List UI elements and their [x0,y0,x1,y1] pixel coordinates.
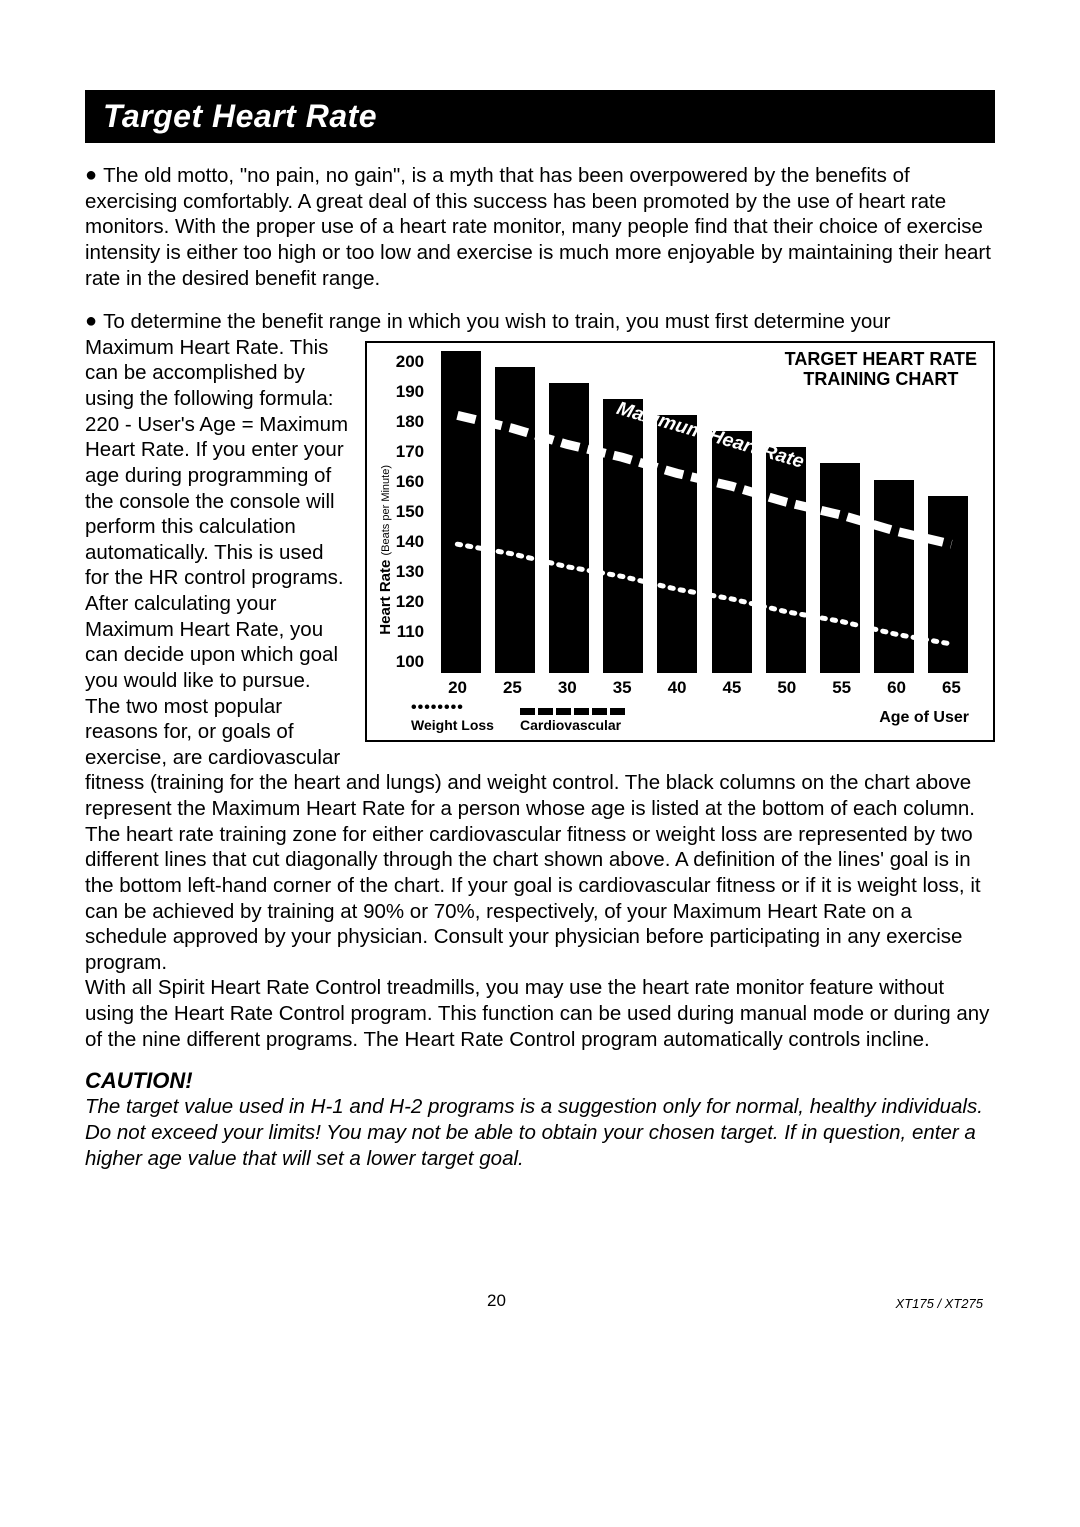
section-title: Target Heart Rate [103,98,977,135]
chart-bar [495,367,535,673]
legend-dashes-icon [520,708,625,715]
intro-paragraph-1: ●The old motto, "no pain, no gain", is a… [85,163,995,291]
chart-bar [441,351,481,673]
chart-plot-area: Maximum Heart Rate [430,351,979,673]
legend-cardio-label: Cardiovascular [520,717,625,735]
para1-text: The old motto, "no pain, no gain", is a … [85,164,991,290]
chart-bar [712,431,752,673]
caution-body: The target value used in H-1 and H-2 pro… [85,1094,995,1171]
legend-weight-label: Weight Loss [411,717,494,735]
model-number: XT175 / XT275 [896,1296,983,1311]
page-footer: 20 XT175 / XT275 [85,1291,995,1311]
page-number: 20 [487,1291,506,1311]
caution-heading: CAUTION! [85,1068,995,1094]
chart-bar [549,383,589,673]
chart-bar [874,480,914,673]
chart-legend: •••••••• Weight Loss Cardiovascular Age … [375,698,979,734]
legend-cardio: Cardiovascular [520,708,625,735]
age-of-user-label: Age of User [879,708,979,728]
section-title-bar: Target Heart Rate [85,90,995,143]
chart-bar [820,463,860,672]
para2-lead-text: To determine the benefit range in which … [103,310,890,333]
chart-bar [603,399,643,673]
legend-dots-icon: •••••••• [411,702,494,715]
y-axis-label: Heart Rate (Beats per Minute) [375,415,396,635]
bullet-icon: ● [85,310,97,332]
bullet-icon: ● [85,164,97,186]
y-axis-ticks: 200190180170160150140130120110100 [396,351,430,673]
training-chart: TARGET HEART RATE TRAINING CHART Heart R… [365,341,995,743]
x-axis-ticks: 20253035404550556065 [430,673,979,698]
wrap-section: TARGET HEART RATE TRAINING CHART Heart R… [85,335,995,976]
chart-bar [928,496,968,673]
para2-tail-text: chart above represent the Maximum Heart … [85,771,981,973]
legend-weight-loss: •••••••• Weight Loss [411,702,494,734]
intro-paragraph-2-lead: ● To determine the benefit range in which… [85,309,995,335]
chart-bar [657,415,697,673]
chart-bar [766,447,806,672]
paragraph-3: With all Spirit Heart Rate Control tread… [85,975,995,1052]
